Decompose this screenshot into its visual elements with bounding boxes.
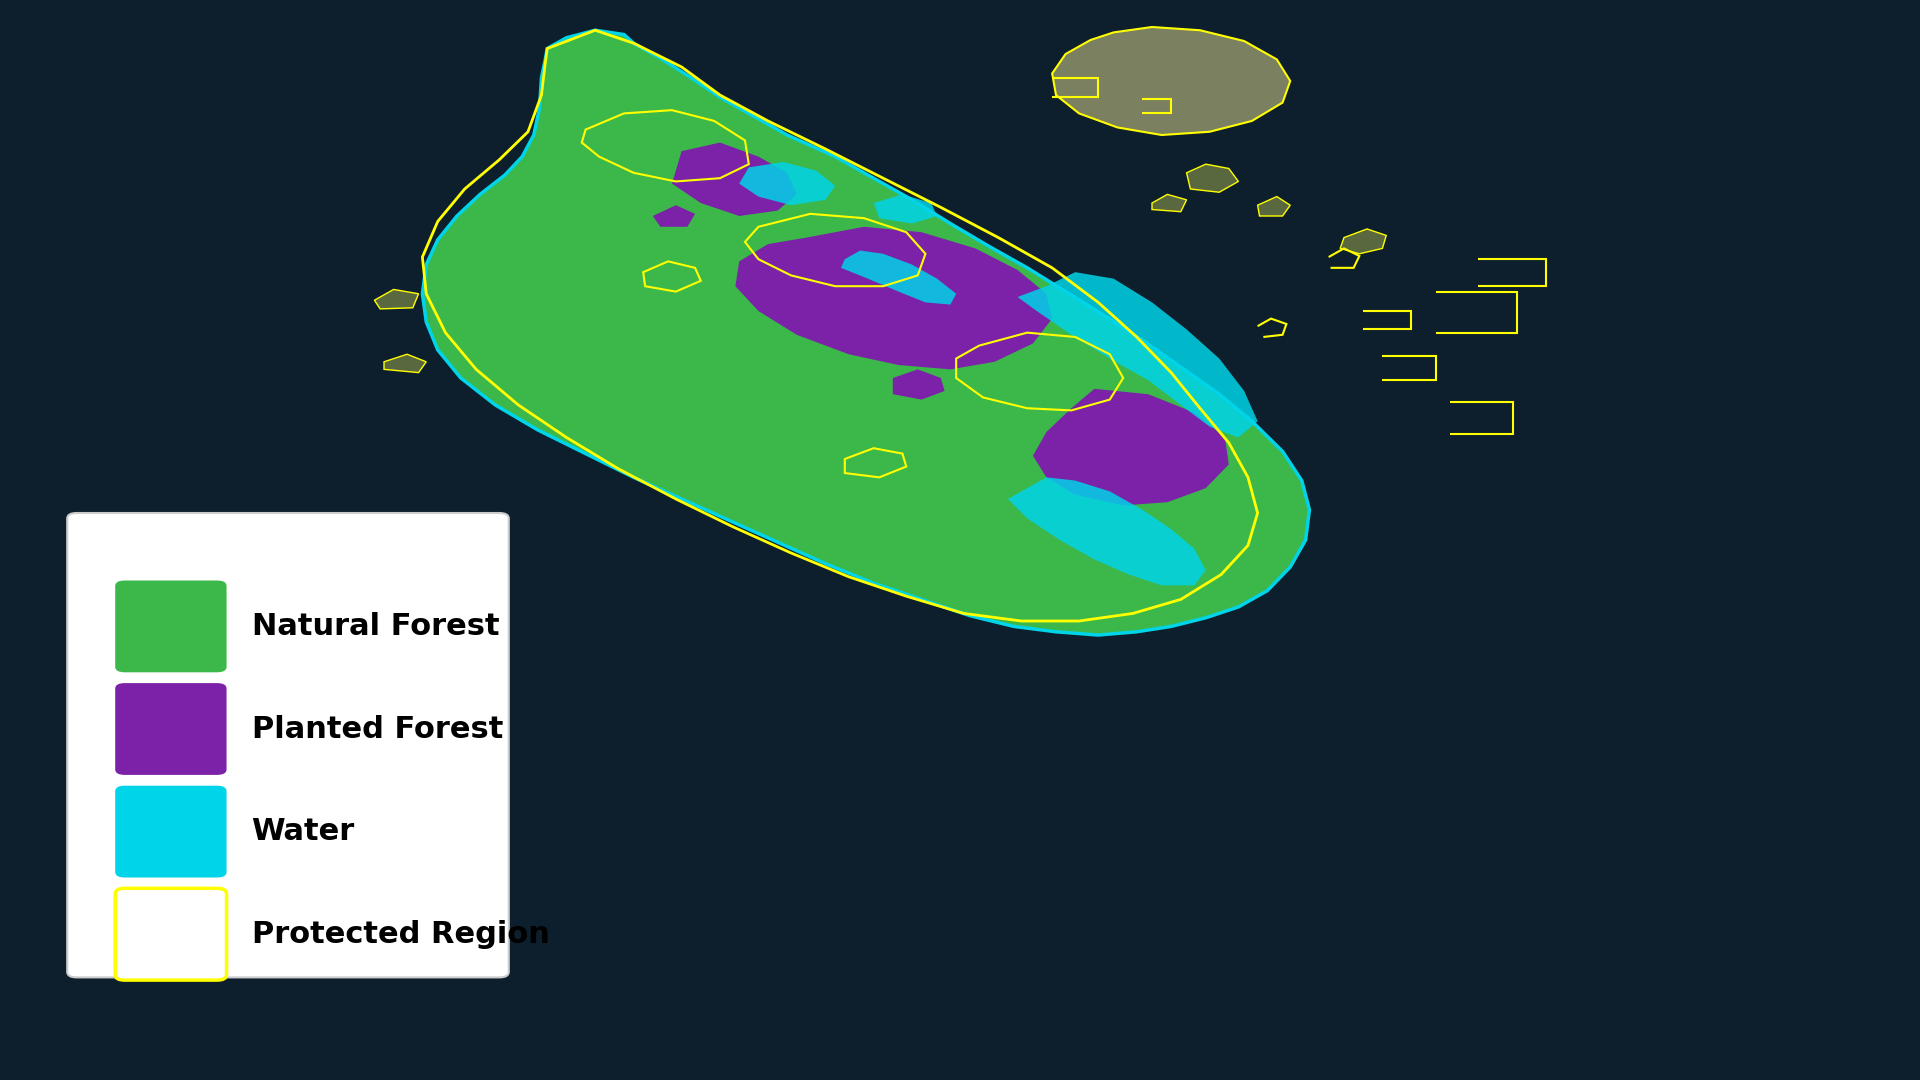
- Polygon shape: [653, 205, 695, 227]
- Text: Water: Water: [252, 818, 355, 846]
- Text: Planted Forest: Planted Forest: [252, 715, 503, 743]
- FancyBboxPatch shape: [67, 513, 509, 977]
- FancyBboxPatch shape: [115, 786, 227, 877]
- Text: Protected Region: Protected Region: [252, 920, 549, 948]
- FancyBboxPatch shape: [115, 683, 227, 774]
- Polygon shape: [735, 227, 1052, 369]
- Polygon shape: [1033, 389, 1229, 505]
- Polygon shape: [672, 143, 797, 216]
- Polygon shape: [422, 30, 1309, 635]
- Polygon shape: [1340, 229, 1386, 254]
- Polygon shape: [841, 251, 956, 305]
- Polygon shape: [384, 354, 426, 373]
- Polygon shape: [893, 369, 945, 400]
- Polygon shape: [1187, 164, 1238, 192]
- Polygon shape: [1018, 272, 1258, 437]
- Polygon shape: [1008, 477, 1206, 585]
- Polygon shape: [739, 162, 835, 205]
- FancyBboxPatch shape: [115, 888, 227, 981]
- Polygon shape: [1052, 27, 1290, 135]
- Polygon shape: [874, 194, 937, 224]
- Polygon shape: [374, 289, 419, 309]
- Polygon shape: [1152, 194, 1187, 212]
- FancyBboxPatch shape: [115, 581, 227, 672]
- Text: Natural Forest: Natural Forest: [252, 612, 499, 640]
- Polygon shape: [1258, 197, 1290, 216]
